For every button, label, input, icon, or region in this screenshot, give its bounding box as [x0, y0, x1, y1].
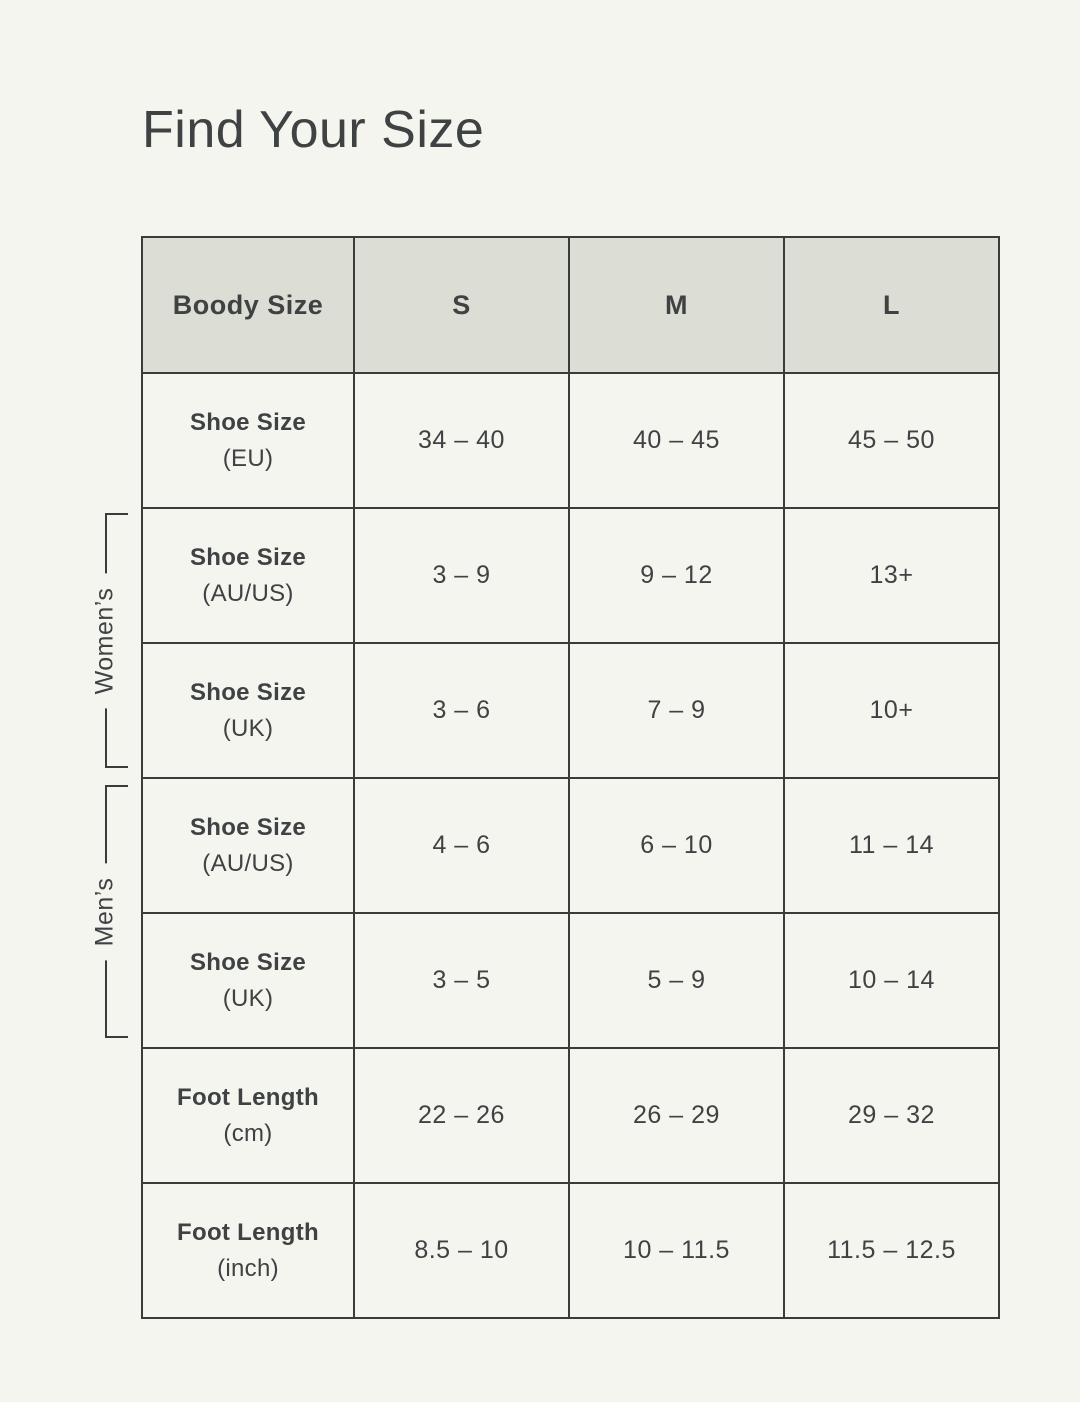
row-header-mens-shoe-size-uk: Shoe Size (UK)	[141, 912, 355, 1049]
womens-group-label: Women’s	[90, 573, 120, 708]
row-header-shoe-size-eu: Shoe Size (EU)	[141, 372, 355, 509]
row-unit: (AU/US)	[202, 579, 294, 607]
cell-mens-auus-s: 4 – 6	[353, 777, 570, 914]
table-row-foot-length-inch: Foot Length (inch) 8.5 – 10 10 – 11.5 11…	[141, 1182, 1000, 1319]
row-unit: (inch)	[217, 1254, 279, 1282]
mens-group-bracket: Men’s	[90, 785, 128, 1038]
cell-mens-uk-l: 10 – 14	[783, 912, 1000, 1049]
page-title: Find Your Size	[142, 101, 485, 159]
row-label: Foot Length	[177, 1083, 319, 1111]
cell-eu-m: 40 – 45	[568, 372, 785, 509]
cell-mens-uk-m: 5 – 9	[568, 912, 785, 1049]
row-header-foot-length-inch: Foot Length (inch)	[141, 1182, 355, 1319]
row-label: Shoe Size	[189, 678, 307, 706]
cell-womens-auus-m: 9 – 12	[568, 507, 785, 644]
cell-inch-s: 8.5 – 10	[353, 1182, 570, 1319]
mens-group-label: Men’s	[90, 863, 120, 960]
table-row-mens-shoe-size-auus: Shoe Size (AU/US) 4 – 6 6 – 10 11 – 14	[141, 777, 1000, 914]
row-label: Foot Length	[177, 1218, 319, 1246]
cell-womens-auus-s: 3 – 9	[353, 507, 570, 644]
table-row-mens-shoe-size-uk: Shoe Size (UK) 3 – 5 5 – 9 10 – 14	[141, 912, 1000, 1049]
table-row-foot-length-cm: Foot Length (cm) 22 – 26 26 – 29 29 – 32	[141, 1047, 1000, 1184]
cell-mens-uk-s: 3 – 5	[353, 912, 570, 1049]
row-label: Shoe Size	[189, 408, 307, 436]
cell-mens-auus-l: 11 – 14	[783, 777, 1000, 914]
table-row-shoe-size-eu: Shoe Size (EU) 34 – 40 40 – 45 45 – 50	[141, 372, 1000, 509]
cell-eu-s: 34 – 40	[353, 372, 570, 509]
womens-group-bracket: Women’s	[90, 513, 128, 768]
row-unit: (UK)	[222, 714, 274, 742]
row-header-womens-shoe-size-auus: Shoe Size (AU/US)	[141, 507, 355, 644]
cell-mens-auus-m: 6 – 10	[568, 777, 785, 914]
col-header-m: M	[568, 236, 785, 374]
row-unit: (cm)	[223, 1119, 273, 1147]
cell-womens-auus-l: 13+	[783, 507, 1000, 644]
table-row-womens-shoe-size-auus: Shoe Size (AU/US) 3 – 9 9 – 12 13+	[141, 507, 1000, 644]
row-unit: (AU/US)	[202, 849, 294, 877]
cell-eu-l: 45 – 50	[783, 372, 1000, 509]
row-label: Shoe Size	[189, 813, 307, 841]
col-header-boody-size: Boody Size	[141, 236, 355, 374]
row-unit: (EU)	[222, 444, 274, 472]
cell-womens-uk-s: 3 – 6	[353, 642, 570, 779]
row-label: Shoe Size	[189, 543, 307, 571]
cell-cm-l: 29 – 32	[783, 1047, 1000, 1184]
row-header-foot-length-cm: Foot Length (cm)	[141, 1047, 355, 1184]
cell-womens-uk-m: 7 – 9	[568, 642, 785, 779]
row-unit: (UK)	[222, 984, 274, 1012]
row-header-mens-shoe-size-auus: Shoe Size (AU/US)	[141, 777, 355, 914]
cell-inch-l: 11.5 – 12.5	[783, 1182, 1000, 1319]
row-label: Shoe Size	[189, 948, 307, 976]
cell-cm-m: 26 – 29	[568, 1047, 785, 1184]
col-header-s: S	[353, 236, 570, 374]
table-header-row: Boody Size S M L	[141, 236, 1000, 374]
size-chart-table: Boody Size S M L Shoe Size (EU) 34 – 40 …	[141, 236, 1000, 1319]
cell-womens-uk-l: 10+	[783, 642, 1000, 779]
cell-inch-m: 10 – 11.5	[568, 1182, 785, 1319]
cell-cm-s: 22 – 26	[353, 1047, 570, 1184]
row-header-womens-shoe-size-uk: Shoe Size (UK)	[141, 642, 355, 779]
table-row-womens-shoe-size-uk: Shoe Size (UK) 3 – 6 7 – 9 10+	[141, 642, 1000, 779]
col-header-l: L	[783, 236, 1000, 374]
